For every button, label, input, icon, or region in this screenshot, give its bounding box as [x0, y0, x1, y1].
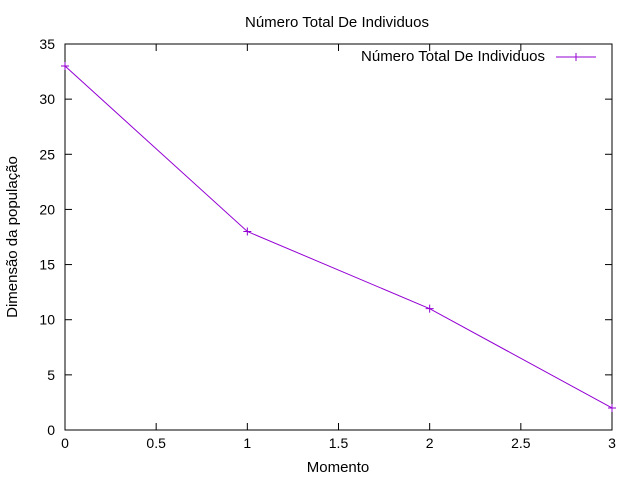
x-tick-label: 1	[243, 435, 251, 451]
x-tick-label: 3	[608, 435, 616, 451]
y-tick-label: 15	[39, 257, 55, 273]
y-tick-label: 30	[39, 91, 55, 107]
data-point	[61, 62, 69, 71]
chart-title: Número Total De Individuos	[245, 14, 429, 31]
y-tick-label: 20	[39, 201, 55, 217]
legend-marker	[572, 53, 580, 61]
data-point	[425, 304, 434, 313]
y-tick-label: 10	[39, 312, 55, 328]
data-point	[243, 227, 252, 236]
y-tick-label: 25	[39, 146, 55, 162]
series-line	[64, 65, 613, 409]
plot-frame	[64, 43, 613, 431]
x-tick-label: 0	[61, 435, 69, 451]
x-tick-label: 2.5	[511, 435, 531, 451]
legend-label: Número Total De Individuos	[361, 48, 545, 65]
data-point	[608, 403, 616, 412]
x-tick-label: 2	[426, 435, 434, 451]
y-tick-label: 5	[47, 367, 55, 383]
y-tick-label: 35	[39, 36, 55, 52]
data-series	[61, 62, 616, 412]
x-tick-label: 1.5	[329, 435, 349, 451]
y-tick-label: 0	[47, 422, 55, 438]
x-axis-title: Momento	[307, 459, 370, 476]
x-tick-label: 0.5	[146, 435, 166, 451]
legend: Número Total De Individuos	[361, 48, 596, 65]
y-axis-title: Dimensão da população	[4, 156, 21, 318]
